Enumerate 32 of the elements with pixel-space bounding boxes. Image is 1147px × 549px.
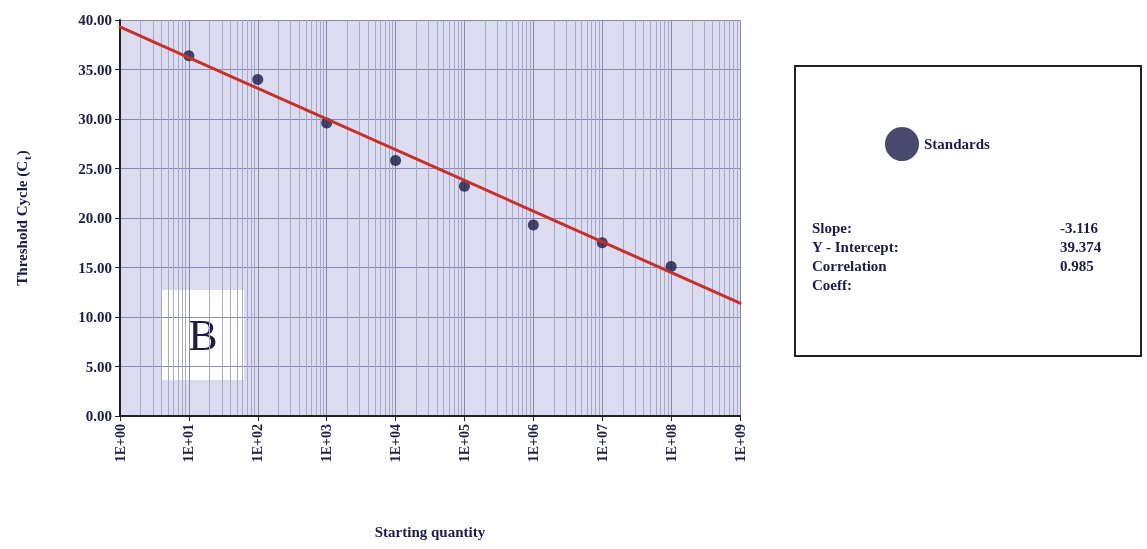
- point: [458, 180, 470, 192]
- point: [252, 73, 264, 85]
- point: [390, 155, 402, 167]
- y-tick-label: 30.00: [78, 111, 112, 127]
- x-tick-label: 1E+01: [181, 424, 197, 463]
- text: Y - Intercept:: [812, 238, 899, 255]
- y-tick-label: 25.00: [78, 160, 112, 177]
- text: Slope:: [812, 219, 853, 236]
- x-tick-label: 1E+08: [663, 424, 679, 463]
- x-tick-label: 1E+09: [732, 424, 748, 463]
- legend-label: Standards: [924, 136, 991, 152]
- x-tick-label: 1E+04: [388, 424, 404, 463]
- y-tick-label: 35.00: [78, 61, 112, 78]
- text: Correlation Coeff:: [812, 257, 891, 293]
- y-tick-label: 0.00: [85, 408, 112, 424]
- point: [527, 219, 539, 231]
- y-tick-label: 20.00: [78, 210, 112, 226]
- y-axis-title: Threshold Cycle (Ct): [13, 150, 33, 286]
- x-tick-label: 1E+02: [250, 424, 266, 463]
- x-tick-label: 1E+00: [112, 424, 128, 463]
- y-tick-label: 10.00: [78, 309, 112, 325]
- x-tick-label: 1E+06: [525, 424, 541, 463]
- text: 0.985: [1060, 257, 1094, 274]
- x-tick-label: 1E+07: [594, 424, 610, 463]
- y-tick-label: 5.00: [85, 358, 112, 375]
- x-tick-label: 1E+03: [319, 424, 335, 463]
- x-axis-title: Starting quantity: [374, 523, 486, 540]
- x-tick-label: 1E+05: [456, 424, 472, 463]
- y-tick-label: 40.00: [78, 12, 112, 28]
- y-tick-label: 15.00: [78, 259, 112, 276]
- text: -3.116: [1060, 219, 1099, 236]
- text: 39.374: [1060, 238, 1102, 255]
